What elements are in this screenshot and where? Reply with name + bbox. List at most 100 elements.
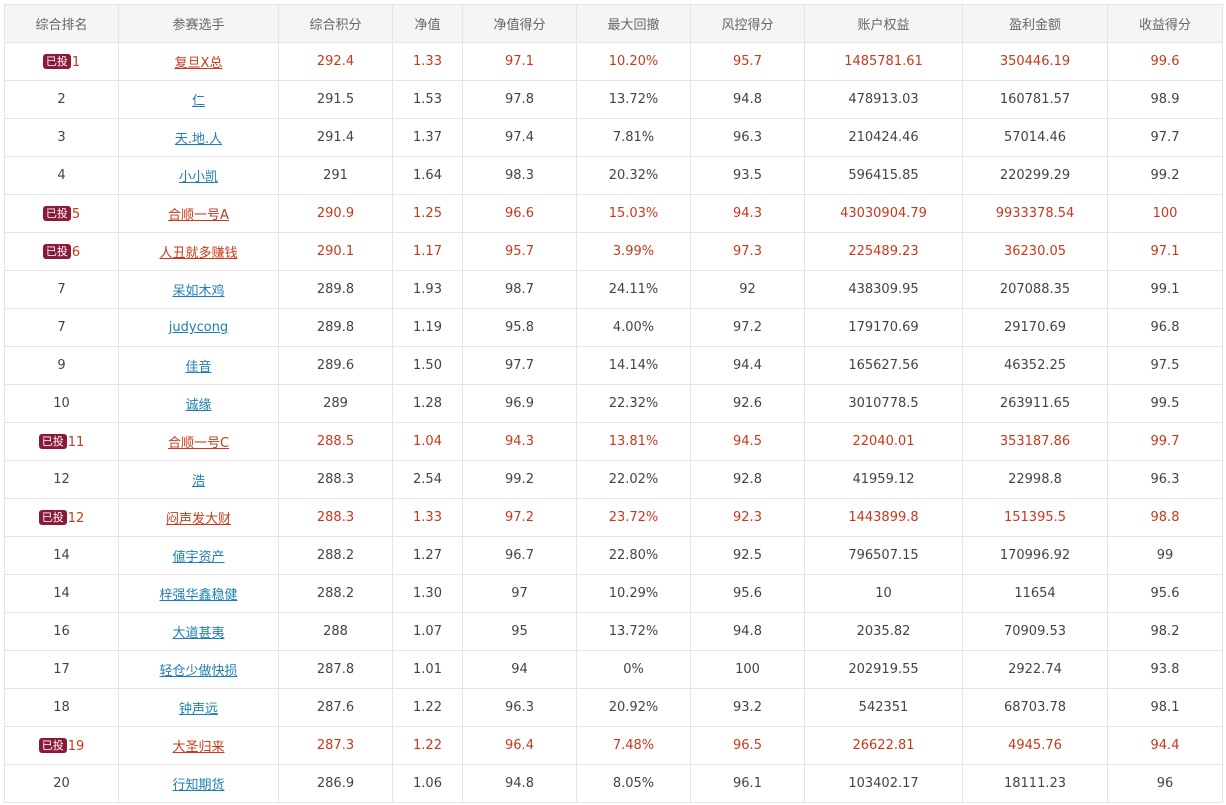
player-link[interactable]: 人丑就多赚钱 <box>159 246 238 261</box>
player-link[interactable]: 合顺一号A <box>168 208 229 223</box>
rank-cell: 9 <box>4 346 119 385</box>
player-link[interactable]: 闷声发大财 <box>165 512 231 527</box>
max-drawdown-cell: 3.99% <box>576 232 691 271</box>
player-cell: 轻仓少做快损 <box>118 650 279 689</box>
player-link[interactable]: 仁 <box>191 94 205 109</box>
profit-cell: 9933378.54 <box>962 194 1108 233</box>
nav-score-cell: 96.9 <box>462 384 577 423</box>
player-link[interactable]: 値宇资产 <box>172 550 225 565</box>
score-cell: 286.9 <box>278 764 393 803</box>
player-link[interactable]: 行知期货 <box>172 778 225 793</box>
invested-badge: 已投 <box>38 509 67 525</box>
score-cell: 288.3 <box>278 498 393 537</box>
rank-value: 18 <box>53 700 70 715</box>
max-drawdown-cell: 7.48% <box>576 726 691 765</box>
table-row: 已投 1 复旦X总 292.4 1.33 97.1 10.20% 95.7 1485781.61… <box>4 42 1223 81</box>
nav-cell: 1.37 <box>392 118 463 157</box>
player-link[interactable]: 浩 <box>191 474 205 489</box>
nav-cell: 1.22 <box>392 688 463 727</box>
risk-score-cell: 95.6 <box>690 574 805 613</box>
player-cell: 天.地.人 <box>118 118 279 157</box>
player-cell: judycong <box>118 308 279 347</box>
max-drawdown-cell: 4.00% <box>576 308 691 347</box>
player-cell: 値宇资产 <box>118 536 279 575</box>
score-cell: 289.8 <box>278 270 393 309</box>
equity-cell: 202919.55 <box>804 650 963 689</box>
player-link[interactable]: 钟声远 <box>178 702 218 717</box>
ranking-table: 综合排名 参赛选手 综合积分 净值 净值得分 最大回撤 风控得分 账户权益 盈利… <box>4 4 1223 803</box>
return-score-cell: 98.1 <box>1107 688 1223 727</box>
rank-value: 17 <box>53 662 70 677</box>
nav-cell: 2.54 <box>392 460 463 499</box>
equity-cell: 2035.82 <box>804 612 963 651</box>
nav-cell: 1.53 <box>392 80 463 119</box>
table-row: 3 天.地.人 291.4 1.37 97.4 7.81% 96.3 210424.46 570… <box>4 118 1223 157</box>
risk-score-cell: 94.5 <box>690 422 805 461</box>
player-link[interactable]: 诚缘 <box>185 398 212 413</box>
player-link[interactable]: 小小凯 <box>178 170 218 185</box>
player-link[interactable]: 大道甚夷 <box>172 626 225 641</box>
player-link[interactable]: 梓强华鑫稳健 <box>159 588 238 603</box>
risk-score-cell: 92.8 <box>690 460 805 499</box>
rank-cell: 2 <box>4 80 119 119</box>
player-cell: 大道甚夷 <box>118 612 279 651</box>
risk-score-cell: 94.3 <box>690 194 805 233</box>
player-link[interactable]: 合顺一号C <box>167 436 230 451</box>
player-link[interactable]: 呆如木鸡 <box>172 284 225 299</box>
equity-cell: 1485781.61 <box>804 42 963 81</box>
rank-cell: 16 <box>4 612 119 651</box>
nav-cell: 1.07 <box>392 612 463 651</box>
nav-cell: 1.25 <box>392 194 463 233</box>
nav-cell: 1.04 <box>392 422 463 461</box>
nav-cell: 1.93 <box>392 270 463 309</box>
header-rank: 综合排名 <box>4 4 119 43</box>
table-row: 7 judycong 289.8 1.19 95.8 4.00% 97.2 179170.69… <box>4 308 1223 347</box>
return-score-cell: 99.7 <box>1107 422 1223 461</box>
rank-value: 6 <box>71 244 81 260</box>
header-profit: 盈利金额 <box>962 4 1108 43</box>
nav-score-cell: 97 <box>462 574 577 613</box>
score-cell: 289.6 <box>278 346 393 385</box>
rank-cell: 已投 12 <box>4 498 119 537</box>
player-cell: 合顺一号C <box>118 422 279 461</box>
profit-cell: 11654 <box>962 574 1108 613</box>
profit-cell: 18111.23 <box>962 764 1108 803</box>
invested-badge: 已投 <box>42 205 71 221</box>
rank-cell: 17 <box>4 650 119 689</box>
equity-cell: 596415.85 <box>804 156 963 195</box>
rank-cell: 10 <box>4 384 119 423</box>
ranking-table-container: 综合排名 参赛选手 综合积分 净值 净值得分 最大回撤 风控得分 账户权益 盈利… <box>4 4 1223 803</box>
player-link[interactable]: 复旦X总 <box>174 56 223 71</box>
header-player: 参赛选手 <box>118 4 279 43</box>
player-link[interactable]: 大圣归来 <box>172 740 225 755</box>
header-max-drawdown: 最大回撤 <box>576 4 691 43</box>
profit-cell: 36230.05 <box>962 232 1108 271</box>
risk-score-cell: 93.2 <box>690 688 805 727</box>
return-score-cell: 99 <box>1107 536 1223 575</box>
table-row: 9 佳音 289.6 1.50 97.7 14.14% 94.4 165627.56 46352… <box>4 346 1223 385</box>
player-cell: 人丑就多赚钱 <box>118 232 279 271</box>
equity-cell: 210424.46 <box>804 118 963 157</box>
invested-badge: 已投 <box>38 737 67 753</box>
table-row: 12 浩 288.3 2.54 99.2 22.02% 92.8 41959.12 22998.… <box>4 460 1223 499</box>
player-link[interactable]: 轻仓少做快损 <box>159 664 238 679</box>
return-score-cell: 96 <box>1107 764 1223 803</box>
rank-value: 14 <box>53 586 70 601</box>
player-link[interactable]: 佳音 <box>185 360 212 375</box>
score-cell: 288.3 <box>278 460 393 499</box>
nav-cell: 1.28 <box>392 384 463 423</box>
nav-cell: 1.19 <box>392 308 463 347</box>
max-drawdown-cell: 8.05% <box>576 764 691 803</box>
player-link[interactable]: 天.地.人 <box>174 132 223 147</box>
risk-score-cell: 94.4 <box>690 346 805 385</box>
equity-cell: 10 <box>804 574 963 613</box>
player-link[interactable]: judycong <box>168 320 229 335</box>
table-row: 16 大道甚夷 288 1.07 95 13.72% 94.8 2035.82 70909.53… <box>4 612 1223 651</box>
nav-cell: 1.17 <box>392 232 463 271</box>
table-row: 已投 5 合顺一号A 290.9 1.25 96.6 15.03% 94.3 43030904.… <box>4 194 1223 233</box>
player-cell: 合顺一号A <box>118 194 279 233</box>
profit-cell: 22998.8 <box>962 460 1108 499</box>
profit-cell: 170996.92 <box>962 536 1108 575</box>
table-row: 14 梓强华鑫稳健 288.2 1.30 97 10.29% 95.6 10 11654 95.6 <box>4 574 1223 613</box>
return-score-cell: 97.5 <box>1107 346 1223 385</box>
